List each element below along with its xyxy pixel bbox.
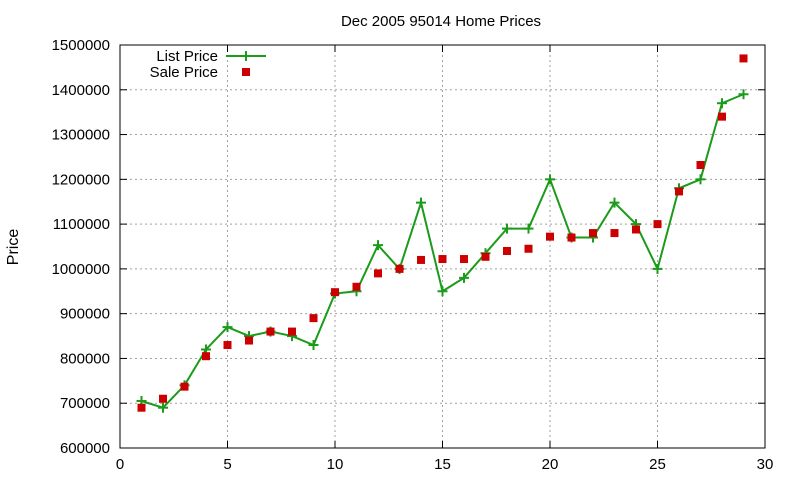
sale-price-point bbox=[589, 229, 597, 238]
sale-price-point bbox=[438, 255, 447, 264]
y-tick-label: 800000 bbox=[60, 350, 110, 367]
list-price-point bbox=[308, 340, 319, 351]
sale-price-point bbox=[675, 187, 683, 196]
grid-lines bbox=[120, 45, 765, 448]
legend-label-list-price: List Price bbox=[156, 48, 218, 65]
x-tick-label: 0 bbox=[116, 456, 124, 473]
list-price-point bbox=[437, 286, 448, 297]
list-price-point bbox=[416, 197, 426, 208]
list-price-point bbox=[609, 197, 620, 208]
sale-price-point bbox=[245, 336, 253, 345]
x-tick-label: 10 bbox=[327, 456, 344, 473]
sale-price-point bbox=[159, 394, 167, 403]
y-tick-label: 1300000 bbox=[52, 127, 110, 144]
sale-price-point bbox=[288, 327, 296, 336]
legend-swatch-square bbox=[242, 68, 250, 76]
sale-price-point bbox=[395, 264, 404, 273]
sale-price-point bbox=[460, 255, 468, 264]
y-tick-label: 1100000 bbox=[53, 216, 110, 233]
sale-price-point bbox=[180, 382, 189, 391]
data-series bbox=[136, 54, 749, 413]
sale-price-point bbox=[610, 229, 619, 238]
sale-price-point bbox=[739, 54, 748, 63]
list-price-point bbox=[717, 98, 727, 109]
list-price-point bbox=[222, 322, 233, 333]
sale-price-point bbox=[503, 246, 511, 255]
sale-price-point bbox=[653, 220, 662, 229]
sale-price-point bbox=[524, 244, 533, 253]
chart-title: Dec 2005 95014 Home Prices bbox=[341, 13, 541, 30]
sale-price-point bbox=[352, 282, 361, 291]
y-axis-label: Price bbox=[5, 229, 22, 266]
y-tick-label: 1400000 bbox=[52, 82, 110, 99]
legend-label-sale-price: Sale Price bbox=[150, 64, 218, 81]
list-price-point bbox=[373, 240, 383, 251]
sale-price-point bbox=[374, 269, 382, 278]
list-price-point bbox=[738, 89, 749, 100]
sale-price-point bbox=[417, 255, 425, 264]
y-tick-label: 1200000 bbox=[52, 171, 110, 188]
y-tick-label: 700000 bbox=[60, 395, 110, 412]
sale-price-point bbox=[331, 288, 339, 297]
legend: List Price Sale Price bbox=[150, 48, 266, 81]
list-price-point bbox=[545, 174, 555, 185]
list-price-point bbox=[459, 272, 469, 283]
y-tick-label: 1000000 bbox=[52, 261, 110, 278]
sale-price-point bbox=[223, 341, 232, 350]
sale-price-point bbox=[546, 232, 554, 241]
series-sale-price bbox=[137, 54, 748, 412]
x-tick-label: 15 bbox=[434, 456, 451, 473]
x-tick-label: 20 bbox=[542, 456, 559, 473]
list-price-point bbox=[652, 263, 663, 274]
sale-price-point bbox=[632, 225, 640, 234]
sale-price-point bbox=[266, 327, 275, 336]
sale-price-point bbox=[718, 112, 726, 121]
x-tick-label: 5 bbox=[223, 456, 231, 473]
y-tick-label: 600000 bbox=[60, 440, 110, 457]
list-price-point bbox=[502, 223, 512, 234]
y-tick-label: 1500000 bbox=[52, 37, 110, 54]
axis-ticks: 0 5 10 15 20 25 30 600000 700000 800000 900000 1000… bbox=[52, 37, 774, 473]
x-tick-label: 25 bbox=[649, 456, 666, 473]
sale-price-point bbox=[481, 252, 490, 261]
x-tick-label: 30 bbox=[757, 456, 774, 473]
list-price-point bbox=[158, 402, 168, 413]
y-tick-label: 900000 bbox=[60, 306, 110, 323]
sale-price-point bbox=[309, 314, 318, 323]
sale-price-point bbox=[567, 233, 576, 242]
sale-price-point bbox=[137, 403, 146, 412]
list-price-point bbox=[523, 223, 534, 234]
legend-swatch-cross bbox=[241, 51, 251, 61]
sale-price-point bbox=[202, 352, 210, 361]
list-price-point bbox=[695, 174, 706, 185]
sale-price-point bbox=[696, 161, 705, 170]
